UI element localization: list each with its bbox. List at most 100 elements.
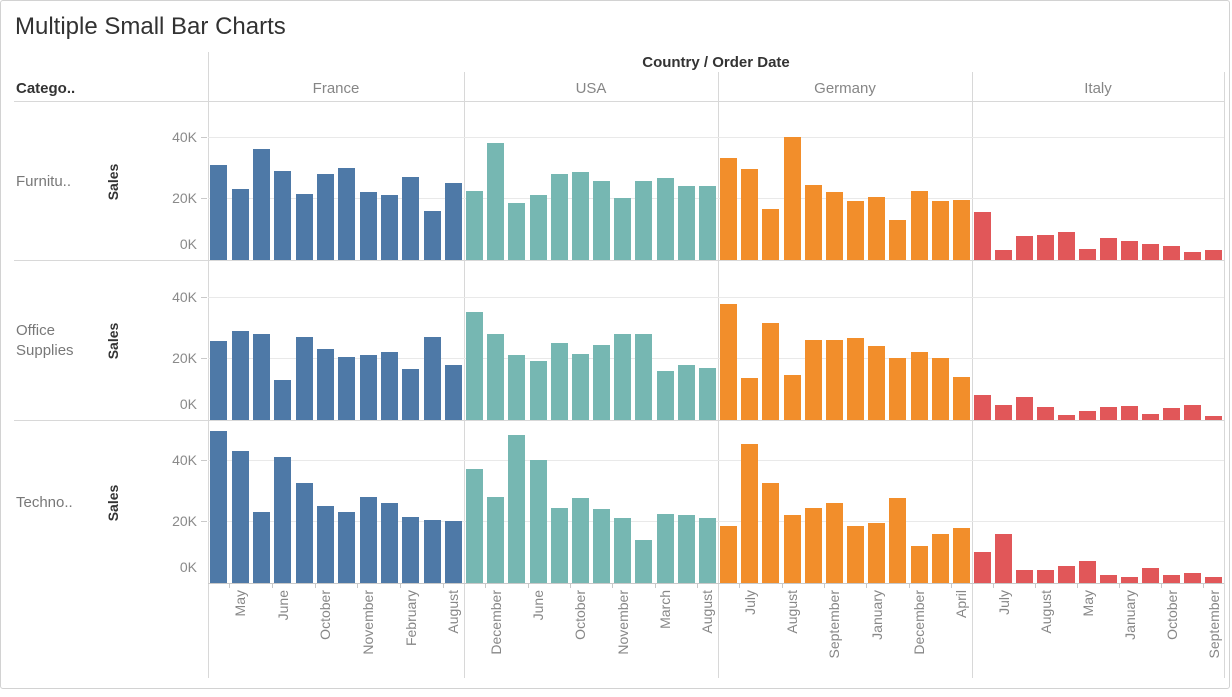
bar-usa-row1-11[interactable] xyxy=(677,186,695,260)
x-tick-label-germany-april[interactable]: April xyxy=(953,590,970,619)
bar-france-row3-4[interactable] xyxy=(274,457,292,583)
bar-usa-row3-9[interactable] xyxy=(635,540,653,583)
bar-usa-row2-11[interactable] xyxy=(677,365,695,420)
bar-france-row1-12[interactable] xyxy=(444,183,462,260)
x-tick-label-usa-august[interactable]: August xyxy=(699,590,716,634)
bar-germany-row2-12[interactable] xyxy=(952,377,970,420)
x-tick-label-usa-october[interactable]: October xyxy=(572,590,589,640)
bar-france-row1-11[interactable] xyxy=(423,211,441,260)
bar-germany-row3-6[interactable] xyxy=(825,503,843,583)
bar-germany-row1-11[interactable] xyxy=(931,201,949,260)
bar-italy-row1-6[interactable] xyxy=(1079,249,1096,260)
row-header-office-supplies[interactable]: Office Supplies xyxy=(16,321,74,359)
bar-france-row1-6[interactable] xyxy=(316,174,334,260)
bar-france-row3-3[interactable] xyxy=(252,512,270,583)
bar-france-row3-2[interactable] xyxy=(231,451,249,583)
bar-italy-row3-9[interactable] xyxy=(1142,568,1159,583)
bar-italy-row3-4[interactable] xyxy=(1037,570,1054,583)
x-tick-label-germany-september[interactable]: September xyxy=(826,590,843,659)
x-tick-label-italy-may[interactable]: May xyxy=(1079,590,1096,617)
column-header-germany[interactable]: Germany xyxy=(814,80,876,97)
bar-germany-row2-2[interactable] xyxy=(741,378,759,420)
bar-usa-row1-4[interactable] xyxy=(529,195,547,260)
bar-france-row3-8[interactable] xyxy=(359,497,377,583)
bar-italy-row2-5[interactable] xyxy=(1058,415,1075,420)
bar-germany-row2-9[interactable] xyxy=(889,358,907,420)
x-tick-label-italy-january[interactable]: January xyxy=(1121,590,1138,640)
x-tick-label-usa-november[interactable]: November xyxy=(614,590,631,655)
bar-usa-row1-3[interactable] xyxy=(508,203,526,260)
bar-usa-row3-8[interactable] xyxy=(614,518,632,583)
bar-italy-row3-11[interactable] xyxy=(1184,573,1201,583)
bar-italy-row2-7[interactable] xyxy=(1100,407,1117,420)
bar-france-row3-11[interactable] xyxy=(423,520,441,583)
bar-usa-row1-1[interactable] xyxy=(466,191,484,260)
bar-italy-row1-8[interactable] xyxy=(1121,241,1138,260)
bar-italy-row3-1[interactable] xyxy=(974,552,991,583)
bar-germany-row3-3[interactable] xyxy=(762,483,780,583)
bar-usa-row3-7[interactable] xyxy=(593,509,611,583)
column-header-usa[interactable]: USA xyxy=(575,80,607,97)
bar-usa-row3-12[interactable] xyxy=(698,518,716,583)
x-tick-label-france-october[interactable]: October xyxy=(317,590,334,640)
bar-germany-row2-5[interactable] xyxy=(804,340,822,420)
bar-italy-row3-12[interactable] xyxy=(1205,577,1222,583)
x-tick-label-france-august[interactable]: August xyxy=(445,590,462,634)
bar-france-row3-10[interactable] xyxy=(402,517,420,583)
bar-germany-row3-2[interactable] xyxy=(741,444,759,583)
x-tick-label-germany-july[interactable]: July xyxy=(741,590,758,615)
bar-france-row1-9[interactable] xyxy=(380,195,398,260)
bar-italy-row3-5[interactable] xyxy=(1058,566,1075,583)
bar-france-row1-10[interactable] xyxy=(402,177,420,260)
bar-italy-row3-10[interactable] xyxy=(1163,575,1180,583)
bar-italy-row2-3[interactable] xyxy=(1016,397,1033,420)
bar-usa-row1-7[interactable] xyxy=(593,181,611,260)
bar-germany-row3-12[interactable] xyxy=(952,528,970,583)
bar-france-row2-2[interactable] xyxy=(231,331,249,420)
bar-usa-row1-8[interactable] xyxy=(614,198,632,260)
bar-france-row1-2[interactable] xyxy=(231,189,249,260)
bar-germany-row3-4[interactable] xyxy=(783,515,801,583)
bar-italy-row1-9[interactable] xyxy=(1142,244,1159,260)
bar-germany-row3-5[interactable] xyxy=(804,508,822,583)
x-tick-label-italy-september[interactable]: September xyxy=(1205,590,1222,659)
row-header-furniture[interactable]: Furnitu.. xyxy=(16,172,72,190)
bar-italy-row2-9[interactable] xyxy=(1142,414,1159,420)
bar-usa-row2-8[interactable] xyxy=(614,334,632,420)
bar-italy-row1-11[interactable] xyxy=(1184,252,1201,260)
bar-germany-row3-11[interactable] xyxy=(931,534,949,583)
bar-usa-row3-6[interactable] xyxy=(571,498,589,583)
bar-france-row1-5[interactable] xyxy=(295,194,313,260)
row-header-technology[interactable]: Techno.. xyxy=(16,493,73,511)
bar-france-row3-5[interactable] xyxy=(295,483,313,583)
bar-usa-row3-11[interactable] xyxy=(677,515,695,583)
bar-italy-row3-8[interactable] xyxy=(1121,577,1138,583)
bar-france-row2-4[interactable] xyxy=(274,380,292,420)
bar-italy-row2-1[interactable] xyxy=(974,395,991,420)
bar-italy-row1-3[interactable] xyxy=(1016,236,1033,260)
bar-usa-row2-10[interactable] xyxy=(656,371,674,420)
bar-usa-row1-10[interactable] xyxy=(656,178,674,260)
bar-france-row3-1[interactable] xyxy=(210,431,228,583)
bar-germany-row1-9[interactable] xyxy=(889,220,907,260)
x-tick-label-usa-december[interactable]: December xyxy=(487,590,504,655)
bar-germany-row2-11[interactable] xyxy=(931,358,949,420)
bar-usa-row2-3[interactable] xyxy=(508,355,526,420)
bar-usa-row3-3[interactable] xyxy=(508,435,526,583)
bar-germany-row1-2[interactable] xyxy=(741,169,759,260)
x-tick-label-italy-august[interactable]: August xyxy=(1037,590,1054,634)
bar-germany-row3-9[interactable] xyxy=(889,498,907,583)
column-header-italy[interactable]: Italy xyxy=(1084,80,1112,97)
bar-france-row2-3[interactable] xyxy=(252,334,270,420)
bar-usa-row1-5[interactable] xyxy=(550,174,568,260)
x-tick-label-france-june[interactable]: June xyxy=(274,590,291,621)
bar-italy-row3-6[interactable] xyxy=(1079,561,1096,583)
bar-france-row2-12[interactable] xyxy=(444,365,462,420)
bar-france-row2-8[interactable] xyxy=(359,355,377,420)
bar-usa-row2-5[interactable] xyxy=(550,343,568,420)
bar-italy-row2-11[interactable] xyxy=(1184,405,1201,420)
bar-germany-row1-10[interactable] xyxy=(910,191,928,260)
x-tick-label-france-november[interactable]: November xyxy=(360,590,376,655)
bar-italy-row2-4[interactable] xyxy=(1037,407,1054,420)
bar-france-row2-5[interactable] xyxy=(295,337,313,420)
